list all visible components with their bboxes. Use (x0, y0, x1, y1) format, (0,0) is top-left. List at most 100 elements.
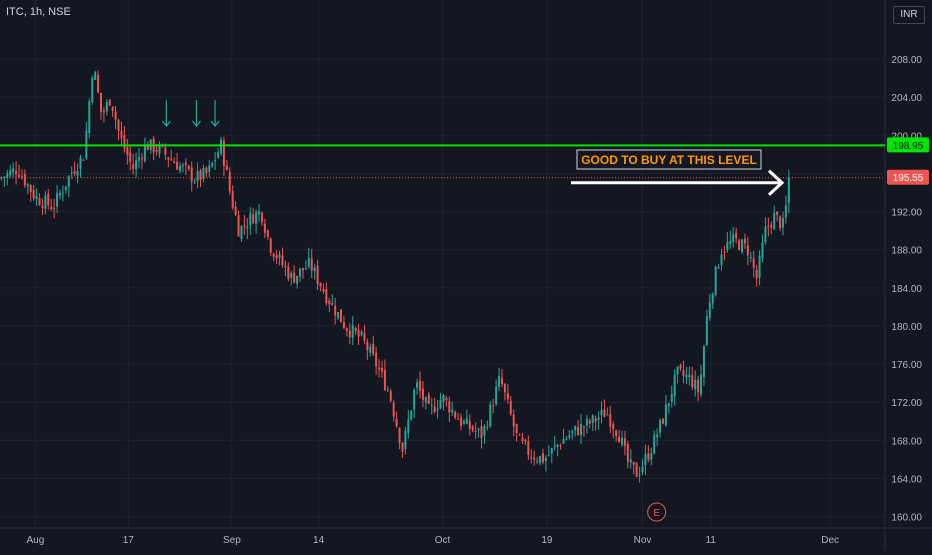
candle-body (360, 332, 363, 335)
candle-body (553, 445, 556, 447)
candle-body (208, 165, 211, 172)
candle-body (287, 266, 290, 279)
candle-body (140, 158, 143, 160)
candle-body (258, 211, 261, 215)
candle-body (588, 420, 591, 424)
candle-body (32, 189, 35, 199)
candle-body (246, 226, 249, 229)
candle-body (474, 430, 477, 432)
candle-body (319, 283, 322, 287)
candle-body (328, 300, 331, 305)
candle-body (70, 172, 73, 174)
candle-body (597, 417, 600, 420)
candle-body (661, 419, 664, 424)
candle-body (155, 150, 158, 152)
candle-body (316, 265, 319, 284)
candle-body (518, 434, 521, 436)
candle-body (50, 206, 53, 210)
candle-body (544, 458, 547, 462)
candle-body (304, 268, 307, 270)
candle-body (582, 426, 585, 428)
candle-body (398, 428, 401, 443)
candle-body (366, 341, 369, 351)
candle-body (3, 176, 6, 178)
candle-body (340, 309, 343, 323)
candle-body (158, 144, 161, 154)
y-tick-label: 188.00 (891, 246, 922, 257)
candle-body (530, 457, 533, 459)
candle-body (761, 242, 764, 259)
candle-body (73, 171, 76, 174)
candle-body (524, 439, 527, 442)
candle-body (773, 212, 776, 230)
candle-body (626, 443, 629, 462)
candle-body (439, 399, 442, 409)
candle-body (184, 162, 187, 166)
currency-selector[interactable]: INR (893, 6, 925, 24)
candle-body (509, 400, 512, 415)
candle-body (784, 205, 787, 218)
candle-body (263, 223, 266, 233)
candle-body (138, 157, 141, 161)
candle-body (562, 439, 565, 444)
candle-body (322, 288, 325, 292)
candle-body (146, 144, 149, 151)
resistance-price-tag (887, 137, 929, 153)
candle-body (222, 140, 225, 167)
annotation-box (576, 149, 762, 170)
candle-body (609, 413, 612, 427)
candle-body (679, 365, 682, 369)
candle-body (708, 302, 711, 319)
candle-body (591, 415, 594, 423)
candle-body (23, 174, 26, 186)
candle-body (781, 218, 784, 228)
candle-body (266, 230, 269, 237)
candle-body (260, 212, 263, 223)
y-tick-label: 184.00 (891, 284, 922, 295)
x-tick-label: 11 (705, 535, 716, 546)
candle-body (521, 437, 524, 441)
candle-body (404, 430, 407, 449)
candle-body (448, 401, 451, 413)
candle-body (556, 444, 559, 448)
candle-body (61, 192, 64, 194)
candle-body (527, 441, 530, 455)
y-tick-label: 204.00 (891, 93, 922, 104)
earnings-event-label: E (653, 508, 660, 519)
x-tick-label: 14 (313, 535, 325, 546)
candle-body (427, 394, 430, 404)
candle-body (351, 325, 354, 338)
candle-body (67, 175, 70, 187)
candle-body (82, 159, 85, 161)
candle-body (741, 239, 744, 253)
candle-body (735, 232, 738, 239)
candle-body (243, 225, 246, 227)
candle-body (219, 139, 222, 154)
candle-body (600, 409, 603, 416)
x-tick-label: Sep (223, 535, 241, 546)
candle-body (647, 452, 650, 460)
candle-body (173, 161, 176, 164)
pullback-arrowhead-icon (210, 120, 220, 127)
candle-body (35, 196, 38, 200)
candle-body (653, 434, 656, 454)
candle-body (64, 186, 67, 191)
candle-body (503, 384, 506, 393)
candle-body (445, 397, 448, 401)
y-tick-label: 192.00 (891, 208, 922, 219)
candle-body (758, 255, 761, 278)
candle-body (114, 111, 117, 120)
candle-body (457, 418, 460, 420)
candle-body (164, 147, 167, 155)
candle-body (237, 215, 240, 237)
candle-body (638, 474, 641, 476)
candle-body (462, 421, 465, 424)
candle-body (729, 240, 732, 244)
candle-body (395, 418, 398, 427)
candle-body (755, 269, 758, 279)
earnings-event-icon (647, 502, 667, 522)
candle-body (307, 257, 310, 267)
candle-body (105, 102, 108, 112)
